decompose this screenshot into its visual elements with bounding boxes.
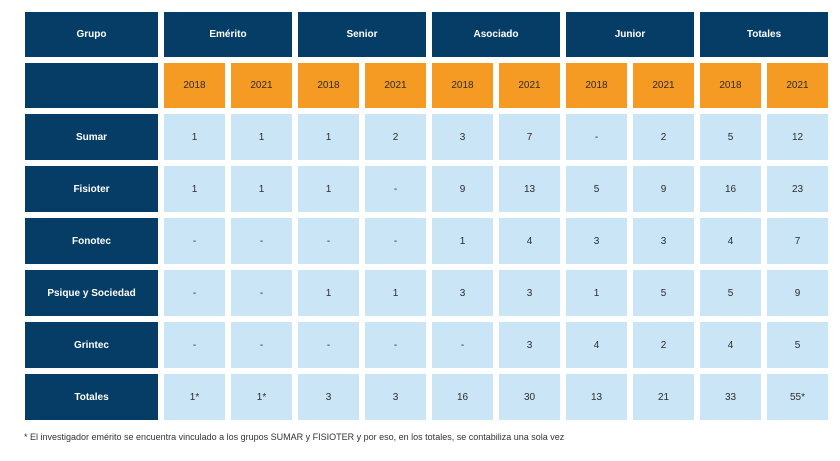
category-header-totales: Totales — [700, 12, 828, 57]
table-cell: 3 — [365, 374, 426, 420]
table-cell: 1 — [164, 166, 225, 212]
row-label: Sumar — [25, 114, 158, 160]
table-row: Psique y Sociedad - -1 1 3 3 1 5 5 9 — [25, 270, 828, 316]
table-cell: 9 — [633, 166, 694, 212]
row-label: Psique y Sociedad — [25, 270, 158, 316]
row-label: Grintec — [25, 322, 158, 368]
table-cell: 1 — [231, 114, 292, 160]
category-header-asociado: Asociado — [432, 12, 560, 57]
table-cell: 23 — [767, 166, 828, 212]
table-cell: 1* — [164, 374, 225, 420]
year-header: 2018 — [566, 63, 627, 108]
table-cell: - — [298, 322, 359, 368]
table-cell: - — [164, 218, 225, 264]
table-cell: 1 — [164, 114, 225, 160]
year-header: 2021 — [231, 63, 292, 108]
table-cell: 1 — [298, 270, 359, 316]
group-members-table: Grupo Emérito Senior Asociado Junior Tot… — [19, 6, 834, 426]
table-cell: 30 — [499, 374, 560, 420]
year-header: 2021 — [365, 63, 426, 108]
row-label: Fonotec — [25, 218, 158, 264]
category-header-emerito: Emérito — [164, 12, 292, 57]
year-row: 2018 2021 2018 2021 2018 2021 2018 2021 … — [25, 63, 828, 108]
table-cell: 1 — [365, 270, 426, 316]
table-cell: - — [231, 322, 292, 368]
table-cell: 1 — [298, 166, 359, 212]
table-cell: 3 — [432, 114, 493, 160]
table-cell: - — [365, 322, 426, 368]
table-row: Fonotec - - - -1 4 3 3 4 7 — [25, 218, 828, 264]
table-cell: 7 — [499, 114, 560, 160]
table-row: Grintec - - - - -3 4 2 4 5 — [25, 322, 828, 368]
table-cell: - — [432, 322, 493, 368]
table-cell: 16 — [432, 374, 493, 420]
table-cell: 3 — [298, 374, 359, 420]
table-cell: 1 — [566, 270, 627, 316]
row-label: Fisioter — [25, 166, 158, 212]
table-cell: 13 — [499, 166, 560, 212]
year-header: 2021 — [499, 63, 560, 108]
table-cell: - — [365, 166, 426, 212]
table-cell: 1 — [298, 114, 359, 160]
table-cell: - — [164, 322, 225, 368]
footnote: * El investigador emérito se encuentra v… — [24, 432, 565, 442]
category-header-senior: Senior — [298, 12, 426, 57]
table-cell: - — [231, 270, 292, 316]
table-cell: - — [365, 218, 426, 264]
year-header: 2021 — [767, 63, 828, 108]
table-cell: 5 — [633, 270, 694, 316]
table-cell: 2 — [365, 114, 426, 160]
table-cell: - — [566, 114, 627, 160]
table-cell: 5 — [700, 114, 761, 160]
table-cell: 2 — [633, 322, 694, 368]
table-cell: 3 — [499, 322, 560, 368]
table-cell: 1* — [231, 374, 292, 420]
table-cell: 5 — [566, 166, 627, 212]
table-cell: 5 — [700, 270, 761, 316]
table-cell: 4 — [700, 322, 761, 368]
table-cell: 4 — [700, 218, 761, 264]
table-cell: 3 — [566, 218, 627, 264]
table-cell: 7 — [767, 218, 828, 264]
group-column-header: Grupo — [25, 12, 158, 57]
table-body: Grupo Emérito Senior Asociado Junior Tot… — [25, 12, 828, 420]
table-cell: 12 — [767, 114, 828, 160]
year-header: 2018 — [298, 63, 359, 108]
table-cell: - — [164, 270, 225, 316]
table-cell: 3 — [432, 270, 493, 316]
table-cell: 5 — [767, 322, 828, 368]
table-cell: 21 — [633, 374, 694, 420]
table-cell: 4 — [499, 218, 560, 264]
table-cell: 3 — [499, 270, 560, 316]
year-header: 2018 — [432, 63, 493, 108]
table-cell: 33 — [700, 374, 761, 420]
year-header: 2021 — [633, 63, 694, 108]
table-cell: 3 — [633, 218, 694, 264]
table-cell: 2 — [633, 114, 694, 160]
table-cell: - — [231, 218, 292, 264]
table-cell: 16 — [700, 166, 761, 212]
table-cell: 13 — [566, 374, 627, 420]
year-row-blank — [25, 63, 158, 108]
table-row: Fisioter 1 1 1-9 13 5 9 16 23 — [25, 166, 828, 212]
table-cell: 9 — [767, 270, 828, 316]
table-row: Totales 1* 1* 3 3 16 30 13 21 33 55* — [25, 374, 828, 420]
row-label: Totales — [25, 374, 158, 420]
table-cell: 9 — [432, 166, 493, 212]
table-row: Sumar 1 1 1 2 3 7-2 5 12 — [25, 114, 828, 160]
table-cell: 55* — [767, 374, 828, 420]
year-header: 2018 — [700, 63, 761, 108]
table-cell: - — [298, 218, 359, 264]
table-cell: 1 — [231, 166, 292, 212]
header-row: Grupo Emérito Senior Asociado Junior Tot… — [25, 12, 828, 57]
table-cell: 1 — [432, 218, 493, 264]
category-header-junior: Junior — [566, 12, 694, 57]
year-header: 2018 — [164, 63, 225, 108]
table-cell: 4 — [566, 322, 627, 368]
